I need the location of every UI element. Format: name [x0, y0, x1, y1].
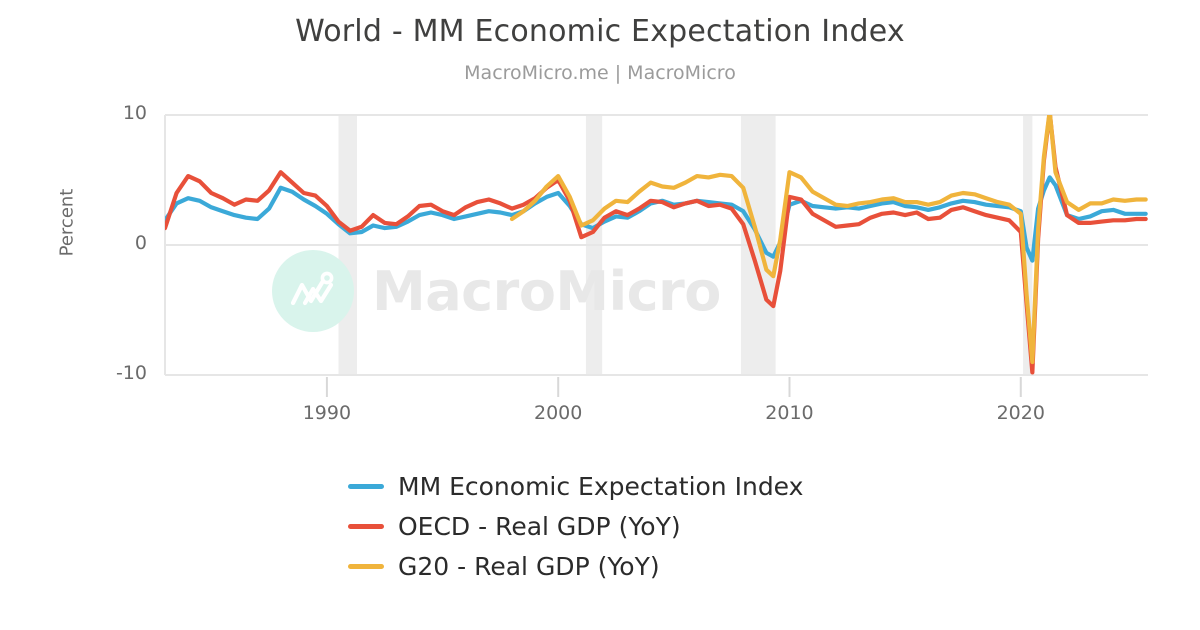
legend-color-swatch	[348, 483, 384, 489]
legend-item-1[interactable]: OECD - Real GDP (YoY)	[0, 506, 1200, 546]
page-title: World - MM Economic Expectation Index	[295, 14, 905, 49]
legend-label: G20 - Real GDP (YoY)	[398, 551, 660, 581]
legend-label: MM Economic Expectation Index	[398, 471, 804, 501]
y-tick-label: 0	[134, 232, 147, 254]
chart-legend: MM Economic Expectation Index OECD - Real…	[0, 466, 1200, 586]
legend-item-0[interactable]: MM Economic Expectation Index	[0, 466, 1200, 506]
y-tick-label: 10	[122, 102, 147, 124]
legend-item-2[interactable]: G20 - Real GDP (YoY)	[0, 546, 1200, 586]
legend-label: OECD - Real GDP (YoY)	[398, 511, 681, 541]
x-tick-label: 1990	[302, 402, 352, 424]
x-tick-label: 2020	[996, 402, 1045, 424]
chart-subtitle: MacroMicro.me | MacroMicro	[464, 62, 736, 84]
x-tick-label: 2010	[765, 402, 814, 424]
legend-color-swatch	[348, 523, 384, 529]
y-axis-label: Percent	[56, 188, 78, 257]
legend-color-swatch	[348, 563, 384, 569]
y-tick-label: -10	[115, 362, 147, 384]
x-tick-label: 2000	[534, 402, 583, 424]
